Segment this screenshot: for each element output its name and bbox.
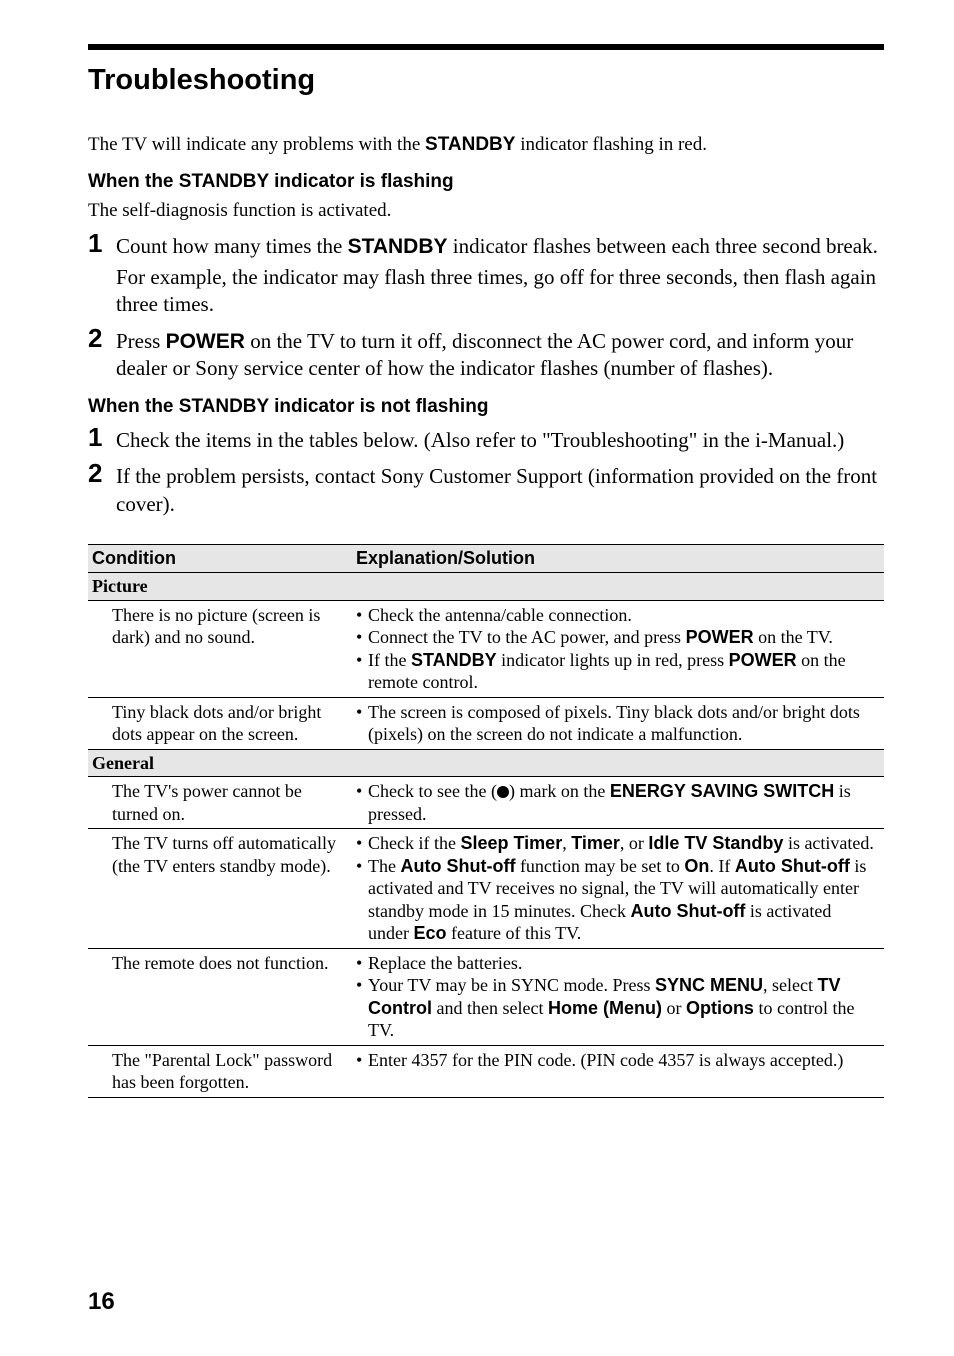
section1-list: 1 Count how many times the STANDBY indic… — [88, 230, 884, 382]
condition-cell: The "Parental Lock" password has been fo… — [88, 1045, 348, 1097]
table-row: The TV turns off automatically (the TV e… — [88, 829, 884, 949]
filled-circle-icon — [497, 786, 509, 798]
explanation-cell: •Check the antenna/cable connection. •Co… — [348, 600, 884, 697]
condition-cell: There is no picture (screen is dark) and… — [88, 600, 348, 697]
table-row: The remote does not function. •Replace t… — [88, 948, 884, 1045]
condition-cell: Tiny black dots and/or bright dots appea… — [88, 697, 348, 749]
intro-pre: The TV will indicate any problems with t… — [88, 134, 425, 155]
section-general: General — [88, 749, 884, 777]
section-picture: Picture — [88, 573, 884, 601]
intro-text: The TV will indicate any problems with t… — [88, 133, 884, 157]
page-number: 16 — [88, 1288, 115, 1316]
section2-heading: When the STANDBY indicator is not flashi… — [88, 396, 884, 418]
step-text: Check the items in the tables below. (Al… — [116, 424, 844, 454]
explanation-cell: •Check to see the () mark on the ENERGY … — [348, 777, 884, 829]
explanation-cell: •Enter 4357 for the PIN code. (PIN code … — [348, 1045, 884, 1097]
intro-post: indicator flashing in red. — [515, 134, 707, 155]
list-item: 1 Count how many times the STANDBY indic… — [88, 230, 884, 319]
section2-list: 1 Check the items in the tables below. (… — [88, 424, 884, 518]
table-section-row: Picture — [88, 573, 884, 601]
explanation-cell: •Check if the Sleep Timer, Timer, or Idl… — [348, 829, 884, 949]
troubleshooting-table: Condition Explanation/Solution Picture T… — [88, 544, 884, 1098]
table-header-row: Condition Explanation/Solution — [88, 545, 884, 573]
step-text: Press POWER on the TV to turn it off, di… — [116, 325, 884, 383]
section1-subtext: The self-diagnosis function is activated… — [88, 199, 884, 223]
table-section-row: General — [88, 749, 884, 777]
step-number: 1 — [88, 230, 116, 256]
table-row: The "Parental Lock" password has been fo… — [88, 1045, 884, 1097]
intro-bold: STANDBY — [425, 134, 515, 155]
step-text: Count how many times the STANDBY indicat… — [116, 230, 884, 319]
step-subtext: For example, the indicator may flash thr… — [116, 264, 884, 319]
header-rule — [88, 44, 884, 50]
header-explanation: Explanation/Solution — [348, 545, 884, 573]
step-number: 1 — [88, 424, 116, 450]
page-title: Troubleshooting — [88, 64, 884, 97]
header-condition: Condition — [88, 545, 348, 573]
explanation-cell: •The screen is composed of pixels. Tiny … — [348, 697, 884, 749]
condition-cell: The remote does not function. — [88, 948, 348, 1045]
explanation-cell: •Replace the batteries. •Your TV may be … — [348, 948, 884, 1045]
step-text: If the problem persists, contact Sony Cu… — [116, 460, 884, 518]
list-item: 2 Press POWER on the TV to turn it off, … — [88, 325, 884, 383]
list-item: 1 Check the items in the tables below. (… — [88, 424, 884, 454]
table-row: There is no picture (screen is dark) and… — [88, 600, 884, 697]
section1-heading: When the STANDBY indicator is flashing — [88, 171, 884, 193]
step-number: 2 — [88, 325, 116, 351]
list-item: 2 If the problem persists, contact Sony … — [88, 460, 884, 518]
table-row: The TV's power cannot be turned on. •Che… — [88, 777, 884, 829]
step-number: 2 — [88, 460, 116, 486]
condition-cell: The TV turns off automatically (the TV e… — [88, 829, 348, 949]
condition-cell: The TV's power cannot be turned on. — [88, 777, 348, 829]
table-row: Tiny black dots and/or bright dots appea… — [88, 697, 884, 749]
